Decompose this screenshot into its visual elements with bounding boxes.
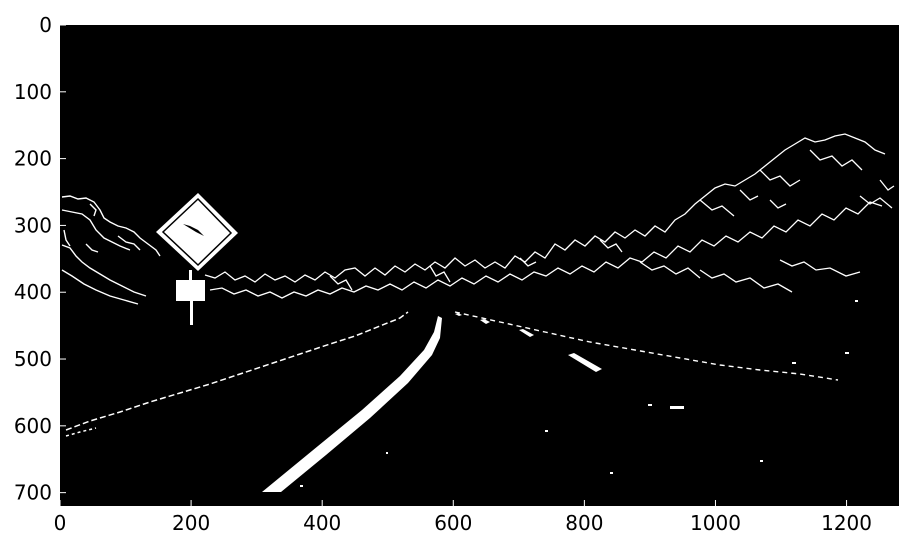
sign-symbol — [183, 224, 204, 236]
road-sign — [156, 193, 238, 325]
x-tick-label: 1000 — [690, 511, 741, 535]
y-tick-label: 100 — [14, 80, 52, 104]
x-tick-label: 800 — [565, 511, 603, 535]
y-tick-label: 300 — [14, 213, 52, 237]
y-tick-label: 0 — [39, 13, 52, 37]
left-roadside-edges — [61, 195, 161, 305]
x-tick-label: 0 — [54, 511, 67, 535]
x-tick-label: 600 — [434, 511, 472, 535]
y-tick-label: 200 — [14, 147, 52, 171]
sign-post — [190, 301, 193, 325]
image-background — [60, 25, 899, 506]
x-axis: 0 200 400 600 800 1000 1200 — [54, 500, 872, 535]
y-tick-label: 500 — [14, 347, 52, 371]
y-tick-label: 400 — [14, 280, 52, 304]
sign-post-upper — [189, 270, 192, 280]
treeline-edges — [204, 133, 895, 299]
left-road-edge — [65, 311, 409, 437]
x-tick-label: 400 — [303, 511, 341, 535]
diamond-sign-border — [161, 197, 233, 267]
x-tick-label: 200 — [172, 511, 210, 535]
x-tick-label: 1200 — [821, 511, 872, 535]
dashed-lane-line — [455, 313, 602, 372]
y-axis: 0 100 200 300 400 500 600 700 — [14, 13, 66, 505]
y-tick-label: 700 — [14, 481, 52, 505]
image-panel — [60, 25, 899, 506]
y-tick-label: 600 — [14, 414, 52, 438]
sign-plate — [176, 280, 205, 301]
